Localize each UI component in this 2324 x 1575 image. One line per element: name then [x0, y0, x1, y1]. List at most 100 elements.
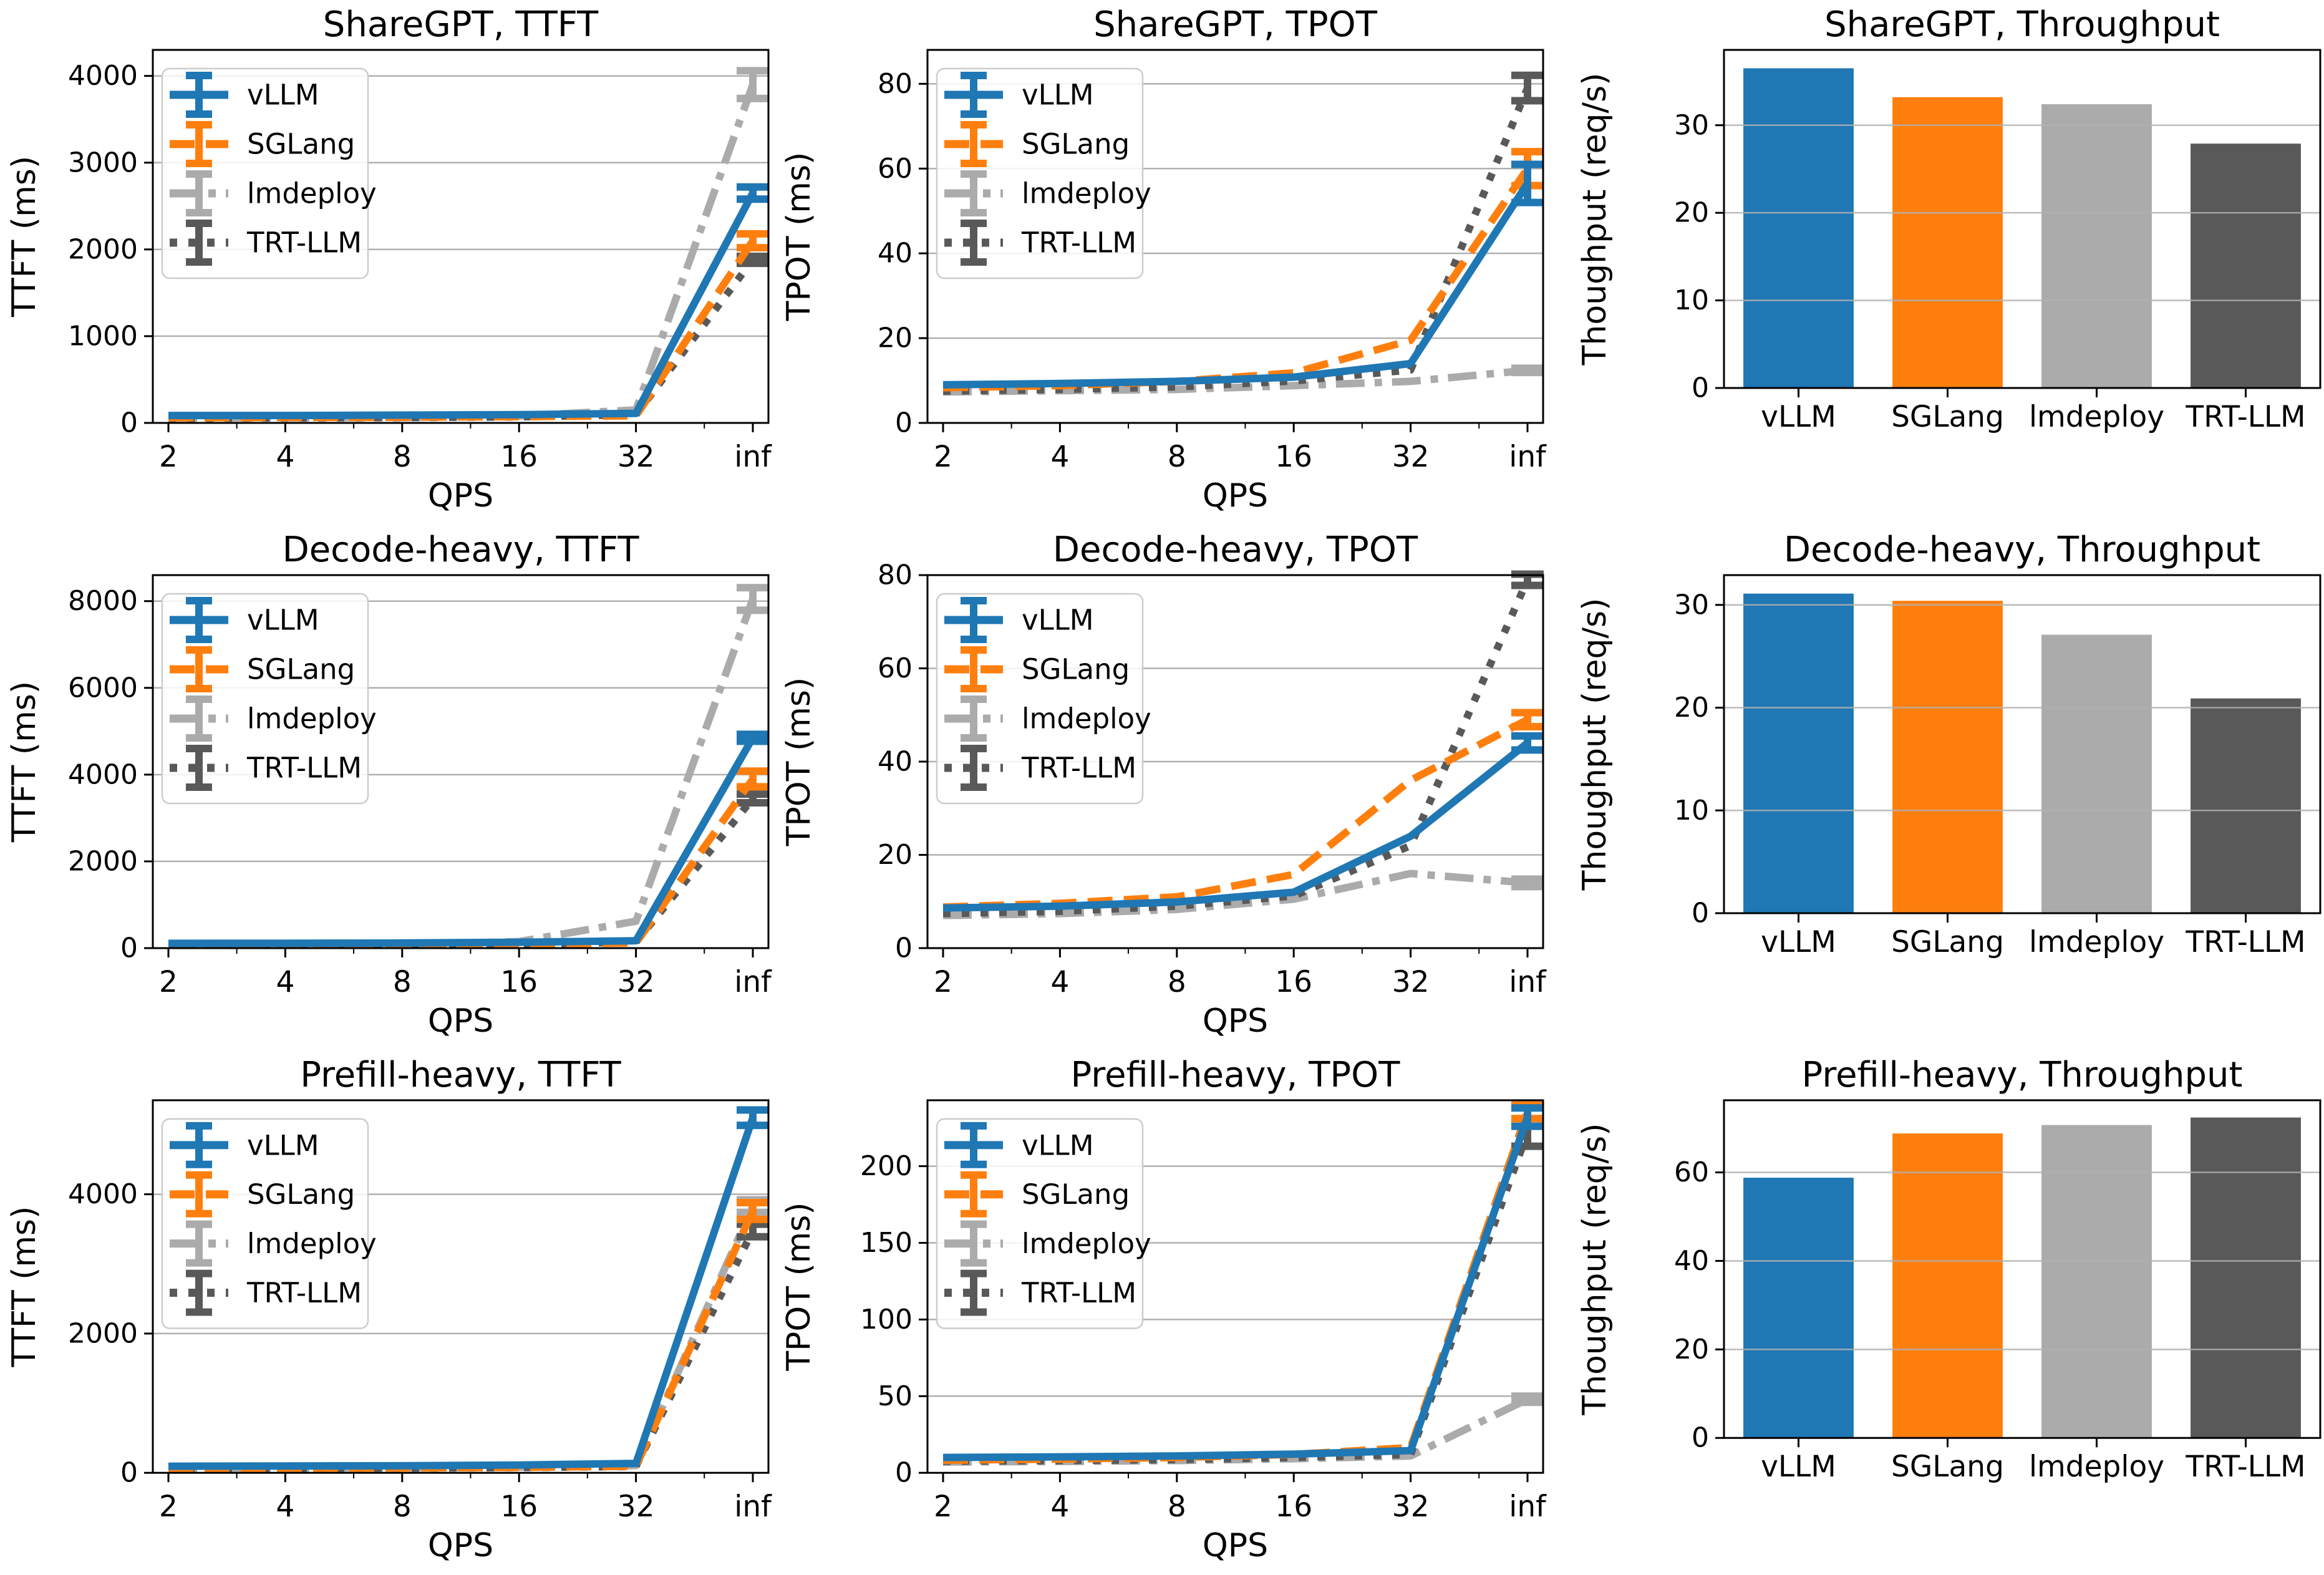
legend-entry-lmdeploy: lmdeploy: [944, 695, 1151, 742]
chart-canvas-sharegpt-tpot: ShareGPT, TPOT TPOT (ms) 2 4 8 16 32 inf QPS 0 20 4…: [780, 4, 1547, 515]
legend-entry-TRT-LLM: TRT-LLM: [170, 745, 362, 791]
legend-entry-SGLang: SGLang: [170, 121, 355, 167]
y-tick-label: 4000: [68, 758, 138, 790]
bar-SGLang: [1892, 601, 2003, 913]
legend-entry-vLLM: vLLM: [170, 1122, 319, 1168]
legend-label: SGLang: [247, 653, 355, 686]
chart-title: Prefill-heavy, TPOT: [1071, 1055, 1401, 1095]
x-tick-label: SGLang: [1891, 1450, 2004, 1484]
chart-title: ShareGPT, Throughput: [1824, 4, 2220, 45]
chart-canvas-sharegpt-throughput: ShareGPT, Throughput Thoughput (req/s) vLL…: [1576, 4, 2322, 434]
y-tick-label: 20: [1674, 692, 1709, 724]
chart-title: Prefill-heavy, TTFT: [300, 1055, 621, 1095]
y-tick-label: 0: [120, 1457, 138, 1489]
legend-label: vLLM: [1022, 604, 1094, 637]
x-tick-label: 4: [276, 440, 294, 474]
legend-box: [161, 67, 369, 279]
y-tick-label: 30: [1674, 109, 1709, 141]
y-tick-label: 20: [878, 322, 913, 354]
y-tick-label: 0: [1692, 372, 1709, 404]
y-tick-label: 60: [1674, 1156, 1709, 1188]
legend-label: TRT-LLM: [1021, 1276, 1136, 1309]
y-axis-label: TPOT (ms): [780, 1202, 818, 1371]
x-tick-label: TRT-LLM: [2185, 925, 2305, 959]
legend-label: SGLang: [1022, 128, 1130, 161]
series-line-vLLM: [168, 191, 757, 420]
legend: vLLM SGLang lmdeploy TRT-LLM: [161, 67, 377, 279]
x-tick-label: 8: [1168, 440, 1186, 474]
legend-label: SGLang: [247, 128, 355, 161]
chart-canvas-prefill-heavy-tpot: Prefill-heavy, TPOT TPOT (ms) 2 4 8 16 32 inf QP…: [780, 1055, 1547, 1564]
legend: vLLM SGLang lmdeploy TRT-LLM: [936, 67, 1151, 279]
chart-prefill-heavy-tpot: Prefill-heavy, TPOT TPOT (ms) 2 4 8 16 32 inf QP…: [775, 1050, 1549, 1575]
series-line-TRT-LLM: [942, 578, 1531, 918]
bar-lmdeploy: [2041, 634, 2152, 913]
y-tick-label: 20: [1674, 1334, 1709, 1365]
x-axis-label: QPS: [428, 1527, 493, 1564]
x-tick-label: TRT-LLM: [2185, 1450, 2305, 1484]
series-line-SGLang: [942, 716, 1529, 911]
legend-entry-TRT-LLM: TRT-LLM: [944, 220, 1136, 266]
legend-label: TRT-LLM: [1021, 752, 1136, 785]
chart-canvas-decode-heavy-ttft: Decode-heavy, TTFT TTFT (ms) 2 4 8 16 32 inf QPS…: [6, 530, 772, 1040]
legend-entry-TRT-LLM: TRT-LLM: [170, 220, 362, 266]
legend-box: [936, 593, 1144, 805]
x-tick-label: 2: [934, 440, 952, 474]
x-tick-label: 4: [1050, 440, 1069, 474]
legend-entry-vLLM: vLLM: [944, 72, 1094, 118]
y-tick-label: 60: [878, 652, 913, 684]
chart-canvas-decode-heavy-throughput: Decode-heavy, Throughput Thoughput (req/s…: [1576, 530, 2322, 959]
y-tick-label: 200: [860, 1150, 913, 1182]
legend-label: lmdeploy: [247, 1227, 377, 1260]
legend-label: lmdeploy: [1022, 702, 1151, 735]
legend-entry-vLLM: vLLM: [944, 597, 1094, 643]
legend-label: TRT-LLM: [1021, 226, 1136, 259]
legend-entry-TRT-LLM: TRT-LLM: [944, 1269, 1136, 1316]
y-tick-label: 150: [860, 1227, 913, 1259]
legend-entry-lmdeploy: lmdeploy: [170, 1220, 377, 1267]
legend: vLLM SGLang lmdeploy TRT-LLM: [936, 593, 1151, 805]
x-tick-label: 16: [500, 440, 538, 474]
y-axis-label: TTFT (ms): [6, 681, 43, 843]
x-tick-label: SGLang: [1891, 925, 2004, 959]
series-line-vLLM: [942, 740, 1530, 912]
y-tick-label: 60: [878, 153, 913, 185]
x-tick-label: TRT-LLM: [2185, 400, 2305, 434]
x-tick-label: 8: [1168, 1490, 1186, 1524]
y-tick-label: 10: [1674, 284, 1709, 316]
legend-entry-SGLang: SGLang: [944, 121, 1130, 167]
y-tick-label: 40: [878, 746, 913, 778]
y-tick-label: 20: [1674, 197, 1709, 229]
legend-label: SGLang: [1022, 1178, 1130, 1211]
y-tick-label: 4000: [68, 60, 138, 92]
plot-border: [926, 49, 1544, 424]
y-tick-label: 1000: [68, 320, 138, 352]
y-tick-label: 3000: [68, 147, 138, 178]
x-tick-label: 2: [159, 1490, 178, 1524]
x-tick-label: vLLM: [1761, 400, 1836, 434]
x-tick-label: 4: [1050, 965, 1069, 999]
legend-entry-TRT-LLM: TRT-LLM: [170, 1269, 362, 1316]
x-tick-label: 8: [393, 440, 412, 474]
chart-canvas-sharegpt-ttft: ShareGPT, TTFT TTFT (ms) 2 4 8 16 32 inf QPS 0 100…: [6, 4, 772, 515]
x-tick-label: 2: [159, 440, 178, 474]
series-line-TRT-LLM: [942, 86, 1531, 395]
bar-vLLM: [1743, 593, 1854, 913]
x-axis-label: QPS: [1203, 1002, 1268, 1040]
x-tick-label: 32: [1392, 965, 1430, 999]
legend-label: TRT-LLM: [246, 752, 362, 785]
chart-sharegpt-throughput: ShareGPT, Throughput Thoughput (req/s) vLL…: [1549, 0, 2324, 525]
bar-lmdeploy: [2041, 1125, 2152, 1438]
series-line-vLLM: [942, 1115, 1531, 1461]
y-tick-label: 0: [120, 933, 138, 964]
plot-border: [1723, 574, 2322, 914]
x-tick-label: inf: [1509, 965, 1547, 999]
legend-entry-vLLM: vLLM: [944, 1122, 1094, 1168]
y-tick-label: 6000: [68, 672, 138, 704]
x-tick-label: 2: [934, 965, 952, 999]
chart-title: ShareGPT, TTFT: [323, 4, 599, 45]
series-line-TRT-LLM: [168, 796, 756, 949]
legend-label: vLLM: [247, 1128, 319, 1161]
legend: vLLM SGLang lmdeploy TRT-LLM: [161, 1118, 377, 1329]
x-tick-label: 16: [1275, 1490, 1312, 1524]
